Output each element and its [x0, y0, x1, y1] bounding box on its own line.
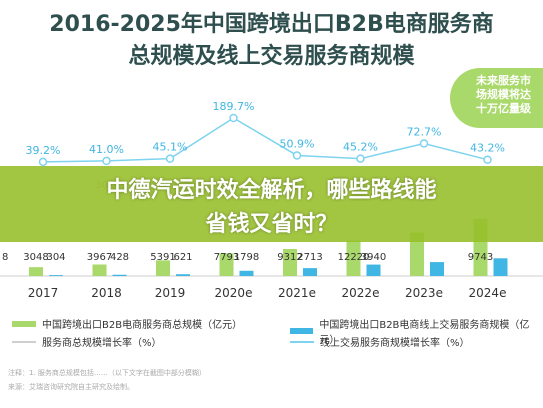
- bar-online-2019: [176, 274, 190, 276]
- legend-growth-online: 线上交易服务商规模增长率（%）: [290, 334, 470, 349]
- legend-online-label: 中国跨境出口B2B电商线上交易服务商规模（亿元）: [319, 320, 530, 346]
- badge-line2: 场规模将达: [476, 88, 531, 101]
- x-tick-2019: 2019: [155, 286, 186, 300]
- growth-online-point-2017: [38, 157, 48, 167]
- growth-online-point-2024e: [483, 155, 492, 164]
- bar-total-2019: [156, 260, 170, 276]
- bar-total-label-2021e: 9312: [277, 252, 302, 263]
- growth-online-point-2020e: [229, 113, 238, 123]
- bar-online-label-2020e: 1798: [234, 252, 259, 263]
- growth-online-label-2023e: 72.7%: [407, 125, 442, 138]
- x-tick-2018: 2018: [91, 286, 122, 300]
- growth-online-label-2021e: 50.9%: [280, 137, 315, 150]
- growth-online-point-2022e: [356, 154, 365, 163]
- bar-total-label-2019: 5391: [150, 252, 175, 263]
- chart-area: 3048 3967 5391 7793 9312 12220 9743 304 428 621 17…: [0, 100, 543, 300]
- left-edge-label-0: 8: [2, 252, 8, 263]
- badge-line1: 未来服务市: [476, 74, 531, 87]
- bar-total-2021e: [283, 248, 297, 276]
- x-tick-2017: 2017: [28, 286, 59, 300]
- bar-online-2024e: [493, 258, 508, 276]
- bar-total-2017: [29, 267, 43, 276]
- legend-total-swatch: [12, 320, 36, 327]
- legend-online-swatch: [290, 328, 314, 334]
- growth-online-label-2017: 39.2%: [26, 144, 61, 157]
- legend-growth-total-swatch: [12, 340, 36, 343]
- growth-online-label-2024e: 43.2%: [470, 142, 505, 155]
- banner-title-line2[interactable]: 省钱又省时？: [205, 212, 338, 237]
- growth-online-label-2020e: 189.7%: [213, 100, 255, 113]
- bar-total-2020e: [219, 253, 234, 276]
- growth-online-label-2019: 45.1%: [153, 141, 188, 154]
- bar-online-label-2017: 304: [46, 252, 65, 263]
- growth-online-label-2022e: 45.2%: [343, 141, 378, 154]
- bar-total-label-2024e: 9743: [468, 252, 493, 263]
- chart-title-line1: 2016-2025年中国跨境出口B2B电商服务商: [49, 12, 494, 37]
- x-tick-2024e: 2024e: [469, 286, 507, 300]
- growth-online-point-2018: [102, 156, 111, 166]
- legend-growth-online-swatch: [290, 340, 314, 343]
- footnote-line1: 注释：1. 服务商总规模包括……（以下文字在截图中部分模糊）: [8, 369, 206, 377]
- footnote-line2: 来源：艾瑞咨询研究院自主研究及绘制。: [8, 383, 134, 391]
- bar-total-label-2020e: 7793: [214, 252, 239, 263]
- x-tick-2022e: 2022e: [342, 286, 380, 300]
- bar-total-2023e: [410, 232, 424, 276]
- bar-online-label-2021e: 2713: [297, 252, 322, 263]
- x-tick-2021e: 2021e: [278, 286, 316, 300]
- growth-online-point-2019: [165, 154, 175, 163]
- bar-online-label-2018: 428: [110, 252, 129, 263]
- bar-online-label-2019: 621: [173, 252, 192, 263]
- legend-growth-total-label: 服务商总规模增长率（%）: [42, 338, 162, 349]
- legend-online: 中国跨境出口B2B电商线上交易服务商规模（亿元）: [290, 316, 543, 346]
- bar-total-label-2018: 3967: [87, 252, 112, 263]
- legend-total-label: 中国跨境出口B2B电商服务商总规模（亿元）: [42, 320, 243, 331]
- banner-title-line1[interactable]: 中德汽运时效全解析，哪些路线能: [106, 178, 437, 203]
- bar-online-2022e: [366, 264, 381, 276]
- badge-line3: 十万亿量级: [476, 102, 531, 115]
- x-tick-2023e: 2023e: [405, 286, 443, 300]
- article-banner[interactable]: [0, 166, 543, 242]
- bar-total-label-2017: 3048: [23, 252, 48, 263]
- bar-total-2022e: [346, 240, 361, 276]
- growth-online-point-2023e: [419, 139, 429, 148]
- growth-online-label-2018: 41.0%: [89, 143, 124, 156]
- bar-online-2020e: [239, 270, 254, 276]
- x-tick-2020e: 2020e: [215, 286, 253, 300]
- growth-online-line: [42, 117, 488, 163]
- forecast-badge: 未来服务市 场规模将达 十万亿量级: [450, 68, 543, 128]
- legend-growth-online-label: 线上交易服务商规模增长率（%）: [320, 338, 470, 349]
- growth-online-point-2021e: [292, 151, 302, 160]
- bar-online-2021e: [303, 268, 317, 276]
- bar-online-2017: [49, 275, 63, 276]
- bar-online-label-2022e: 3940: [361, 252, 386, 263]
- bar-total-2018: [92, 264, 107, 276]
- legend-growth-total: 服务商总规模增长率（%）: [12, 334, 162, 349]
- chart-title-line2: 总规模及线上交易服务商规模: [128, 44, 415, 69]
- bar-total-label-2022e: 12220: [338, 252, 370, 263]
- legend-total: 中国跨境出口B2B电商服务商总规模（亿元）: [12, 316, 242, 331]
- bar-online-2023e: [430, 262, 444, 276]
- bar-online-2018: [112, 274, 127, 276]
